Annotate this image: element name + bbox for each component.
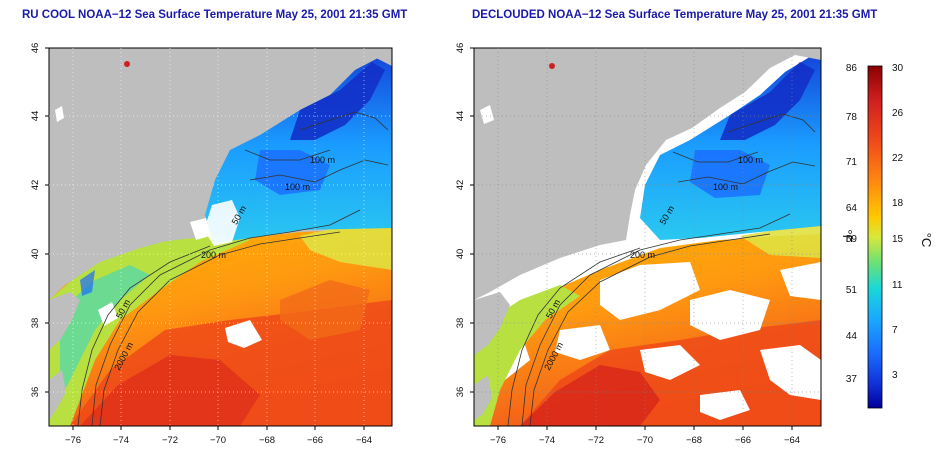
svg-text:40: 40 xyxy=(455,249,466,260)
x-axis-ticks: −76 −74 −72 −70 −68 −66 −64 xyxy=(490,435,800,446)
svg-text:18: 18 xyxy=(892,198,904,209)
svg-text:3: 3 xyxy=(892,370,898,381)
svg-text:51: 51 xyxy=(846,285,858,296)
right-map-title: DECLOUDED NOAA−12 Sea Surface Temperatur… xyxy=(472,9,878,21)
colorbar-gradient xyxy=(867,65,883,409)
svg-text:−76: −76 xyxy=(490,435,506,446)
contour-label: 200 m xyxy=(630,250,655,260)
svg-text:44: 44 xyxy=(455,111,466,122)
svg-text:−70: −70 xyxy=(637,435,653,446)
svg-text:11: 11 xyxy=(892,280,903,291)
svg-text:64: 64 xyxy=(846,203,858,214)
svg-text:−66: −66 xyxy=(735,435,751,446)
svg-text:46: 46 xyxy=(30,43,41,54)
left-map-title: RU COOL NOAA−12 Sea Surface Temperature … xyxy=(22,9,408,21)
cloud-mask xyxy=(600,262,700,320)
svg-text:−70: −70 xyxy=(210,435,226,446)
svg-text:7: 7 xyxy=(892,325,898,336)
svg-text:−72: −72 xyxy=(162,435,178,446)
svg-text:22: 22 xyxy=(892,153,904,164)
y-axis-ticks: 36 38 40 42 44 46 xyxy=(30,43,41,398)
right-map: 100 m 100 m 50 m 200 m 50 m 2000 m −76 −… xyxy=(455,43,822,446)
svg-text:−64: −64 xyxy=(784,435,800,446)
svg-text:−72: −72 xyxy=(588,435,604,446)
svg-text:−74: −74 xyxy=(113,435,129,446)
svg-text:−64: −64 xyxy=(356,435,372,446)
contour-label: 100 m xyxy=(285,182,310,192)
fahrenheit-label: °F xyxy=(840,229,855,242)
svg-text:46: 46 xyxy=(455,43,466,54)
svg-text:−66: −66 xyxy=(307,435,323,446)
contour-label: 100 m xyxy=(310,155,335,165)
svg-text:−68: −68 xyxy=(686,435,702,446)
svg-text:44: 44 xyxy=(30,111,41,122)
svg-text:26: 26 xyxy=(892,108,904,119)
svg-text:71: 71 xyxy=(846,157,858,168)
contour-label: 100 m xyxy=(738,155,763,165)
contour-label: 200 m xyxy=(201,250,226,260)
svg-text:15: 15 xyxy=(892,234,904,245)
celsius-label: °C xyxy=(919,233,934,248)
y-axis-ticks: 36 38 40 42 44 46 xyxy=(455,43,466,398)
svg-text:37: 37 xyxy=(846,374,858,385)
fahrenheit-ticks: 86 78 71 64 59 51 44 37 xyxy=(846,63,858,385)
svg-text:−74: −74 xyxy=(539,435,555,446)
svg-text:30: 30 xyxy=(892,63,904,74)
svg-text:42: 42 xyxy=(455,180,466,191)
us-coastline-land xyxy=(49,48,392,300)
us-coastline-land xyxy=(474,48,821,300)
svg-text:36: 36 xyxy=(455,387,466,398)
x-axis-ticks: −76 −74 −72 −70 −68 −66 −64 xyxy=(65,435,372,446)
svg-text:38: 38 xyxy=(30,318,41,329)
svg-text:38: 38 xyxy=(455,318,466,329)
celsius-ticks: 30 26 22 18 15 11 7 3 xyxy=(892,63,904,381)
bathymetry-contours xyxy=(507,113,816,426)
svg-text:42: 42 xyxy=(30,180,41,191)
svg-text:40: 40 xyxy=(30,249,41,260)
temperature-colorbar: 86 78 71 64 59 51 44 37 30 26 22 18 15 1… xyxy=(840,63,934,409)
contour-label: 100 m xyxy=(713,182,738,192)
svg-text:−68: −68 xyxy=(259,435,275,446)
svg-text:36: 36 xyxy=(30,387,41,398)
svg-text:59: 59 xyxy=(846,234,858,245)
svg-text:44: 44 xyxy=(846,331,858,342)
svg-text:−76: −76 xyxy=(65,435,81,446)
svg-text:78: 78 xyxy=(846,112,858,123)
svg-text:86: 86 xyxy=(846,63,858,74)
left-map: 100 m 100 m 50 m 200 m 50 m 2000 m −76 −… xyxy=(30,43,393,446)
